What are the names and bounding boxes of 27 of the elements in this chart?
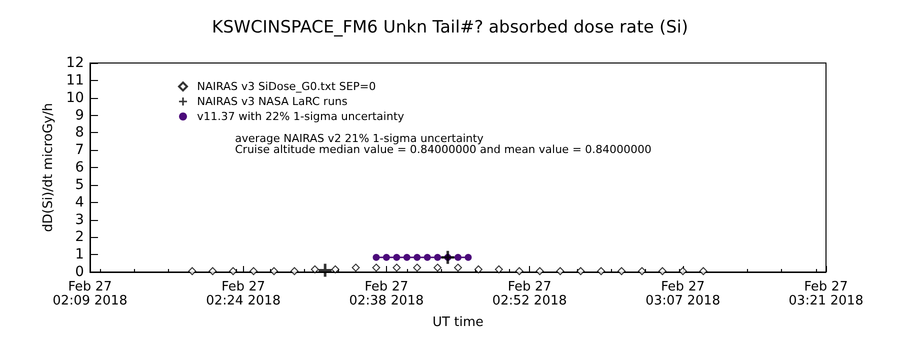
x-tick-label: Feb 27 02:52 2018 — [492, 280, 567, 308]
chart-title: KSWCINSPACE_FM6 Unkn Tail#? absorbed dose rate (Si) — [212, 18, 688, 38]
y-tick-label: 0 — [75, 264, 84, 280]
y-tick-label: 1 — [75, 246, 84, 263]
x-tick-label: Feb 27 03:21 2018 — [788, 280, 864, 308]
y-tick-label: 11 — [66, 72, 84, 88]
x-tick-label: Feb 27 02:24 2018 — [206, 280, 281, 308]
x-tick-label: Feb 27 03:07 2018 — [646, 280, 720, 308]
x-tick-label: Feb 27 02:09 2018 — [52, 280, 128, 308]
legend-label: NAIRAS v3 SiDose_G0.txt SEP=0 — [197, 80, 376, 93]
x-tick-label: Feb 27 02:38 2018 — [349, 280, 424, 308]
y-tick-label: 9 — [75, 107, 84, 124]
y-tick-label: 3 — [75, 212, 84, 228]
y-tick-label: 10 — [66, 90, 84, 106]
x-axis-title: UT time — [432, 315, 484, 330]
y-tick-label: 7 — [75, 142, 84, 158]
legend-label: v11.37 with 22% 1-sigma uncertainty — [197, 110, 405, 123]
y-tick-label: 12 — [66, 55, 84, 71]
y-tick-label: 5 — [75, 176, 84, 193]
y-tick-label: 4 — [75, 194, 84, 210]
annotation: average NAIRAS v2 21% 1-sigma uncertainty — [235, 132, 484, 145]
annotation: Cruise altitude median value = 0.84000000 and mean value = 0.84000000 — [235, 143, 652, 156]
y-tick-label: 6 — [75, 160, 84, 176]
y-tick-label: 2 — [75, 229, 84, 246]
y-axis-title: dD(Si)/dt microGy/h — [41, 103, 56, 232]
y-tick-label: 8 — [75, 124, 84, 141]
legend-label: NAIRAS v3 NASA LaRC runs — [197, 95, 348, 108]
